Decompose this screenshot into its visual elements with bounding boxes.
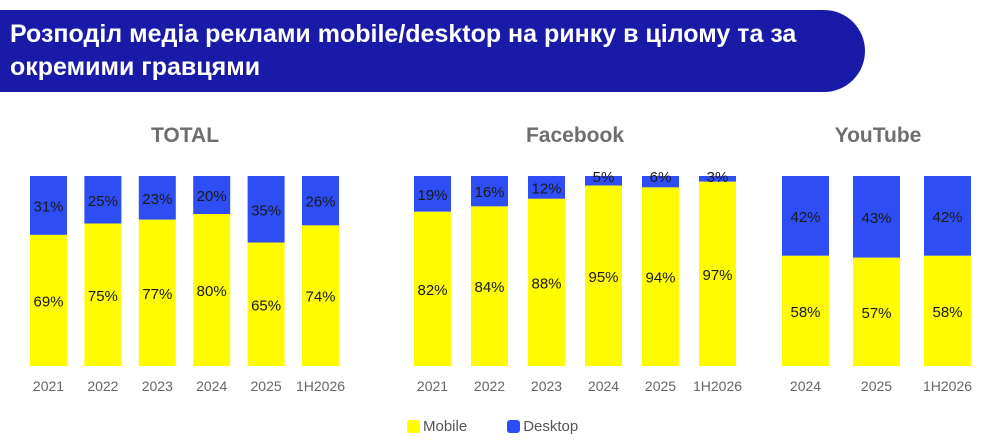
data-label-desktop: 35%	[251, 202, 281, 219]
legend-label-desktop: Desktop	[523, 418, 579, 435]
legend-label-mobile: Mobile	[423, 418, 468, 435]
data-label-mobile: 88%	[531, 275, 561, 292]
data-label-desktop: 43%	[861, 210, 891, 227]
data-label-mobile: 75%	[88, 288, 118, 305]
bar-mobile	[247, 242, 285, 366]
bar-desktop	[84, 176, 122, 224]
x-tick-label: 2022	[87, 378, 118, 394]
x-tick-label: 2025	[645, 378, 676, 394]
panel-title-facebook: Facebook	[525, 124, 625, 147]
bar-mobile	[782, 255, 829, 366]
chart-title: Розподіл медіа реклами mobile/desktop на…	[10, 20, 797, 81]
data-label-mobile: 69%	[33, 293, 63, 310]
bar-mobile	[642, 187, 679, 366]
data-label-desktop: 12%	[531, 180, 561, 197]
data-label-mobile: 77%	[142, 286, 172, 303]
legend: Mobile Desktop	[407, 418, 578, 435]
bar-desktop	[642, 176, 679, 188]
data-label-mobile: 82%	[417, 282, 447, 299]
legend-swatch-mobile	[407, 420, 420, 433]
bar-mobile	[853, 257, 900, 366]
x-tick-label: 2021	[33, 378, 64, 394]
bar-mobile	[193, 214, 231, 366]
bar-desktop	[528, 176, 565, 199]
bar-mobile	[30, 234, 67, 366]
bar-desktop	[193, 176, 231, 214]
data-label-desktop: 19%	[417, 187, 447, 204]
legend-item-mobile: Mobile	[407, 418, 467, 435]
x-tick-label: 2024	[196, 378, 227, 394]
bar-mobile	[471, 206, 508, 366]
data-label-mobile: 94%	[645, 270, 675, 287]
x-tick-label: 1H2026	[923, 378, 972, 394]
x-tick-label: 1H2026	[296, 378, 345, 394]
bar-desktop	[699, 176, 736, 182]
bar-desktop	[30, 176, 67, 235]
data-label-mobile: 84%	[474, 279, 504, 296]
data-label-desktop: 26%	[305, 194, 335, 211]
bar-desktop	[782, 176, 829, 256]
bar-desktop	[471, 176, 508, 207]
bar-mobile	[84, 223, 122, 366]
bar-desktop	[585, 176, 622, 186]
data-label-desktop: 6%	[650, 169, 672, 186]
x-tick-label: 2025	[251, 378, 282, 394]
data-label-desktop: 20%	[197, 188, 227, 205]
bar-mobile	[699, 181, 736, 366]
data-label-mobile: 58%	[932, 304, 962, 321]
bar-desktop	[414, 176, 451, 212]
bar-mobile	[414, 211, 451, 366]
panel-title-total: TOTAL	[150, 124, 220, 147]
data-label-desktop: 16%	[474, 184, 504, 201]
bar-desktop	[302, 176, 339, 226]
x-tick-label: 2022	[474, 378, 505, 394]
x-tick-label: 2023	[142, 378, 173, 394]
data-label-desktop: 42%	[932, 209, 962, 226]
data-label-desktop: 25%	[88, 193, 118, 210]
x-tick-label: 2024	[790, 378, 821, 394]
data-label-mobile: 97%	[702, 267, 732, 284]
panel-title-youtube: YouTube	[834, 124, 922, 147]
bar-desktop	[853, 176, 900, 258]
x-tick-label: 2024	[588, 378, 619, 394]
x-tick-label: 1H2026	[693, 378, 742, 394]
x-tick-label: 2021	[417, 378, 448, 394]
bar-mobile	[302, 225, 339, 366]
bar-mobile	[528, 198, 565, 366]
x-tick-label: 2025	[861, 378, 892, 394]
data-label-desktop: 5%	[593, 169, 615, 186]
data-label-desktop: 42%	[790, 209, 820, 226]
bar-mobile	[924, 255, 971, 366]
bar-mobile	[585, 185, 622, 366]
data-label-mobile: 95%	[588, 269, 618, 286]
legend-item-desktop: Desktop	[507, 418, 578, 435]
bar-desktop	[247, 176, 285, 243]
bar-desktop	[138, 176, 176, 220]
data-label-desktop: 31%	[33, 198, 63, 215]
legend-swatch-desktop	[507, 420, 521, 433]
data-label-desktop: 23%	[142, 191, 172, 208]
bar-mobile	[138, 219, 176, 366]
bar-desktop	[924, 176, 971, 256]
data-label-mobile: 65%	[251, 297, 281, 314]
data-label-mobile: 57%	[861, 305, 891, 322]
data-label-mobile: 74%	[305, 289, 335, 306]
x-tick-label: 2023	[531, 378, 562, 394]
title-banner	[0, 10, 865, 92]
data-label-mobile: 58%	[790, 304, 820, 321]
data-label-desktop: 3%	[707, 169, 729, 186]
data-label-mobile: 80%	[197, 283, 227, 300]
